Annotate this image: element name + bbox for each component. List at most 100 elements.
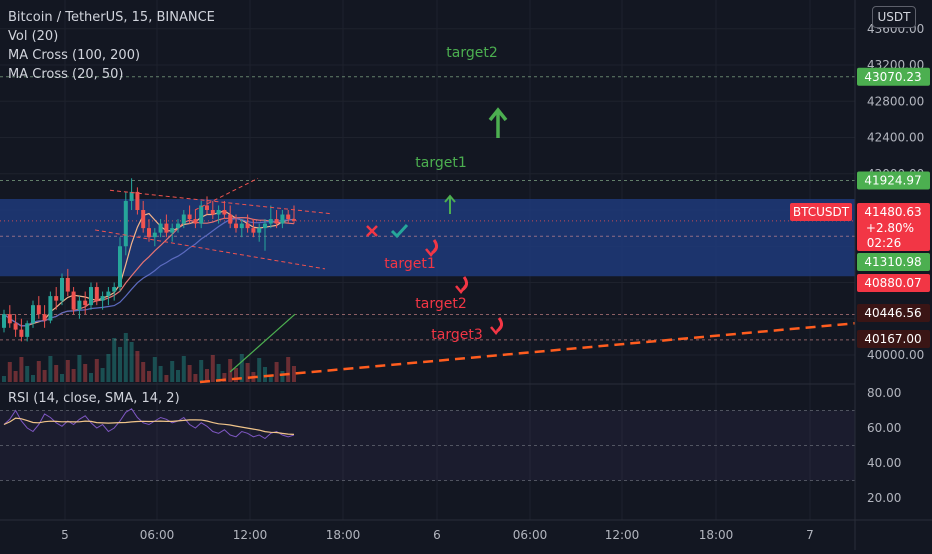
candle-body-36: [210, 210, 215, 215]
wedge-breakout-line: [194, 177, 259, 211]
candle-body-12: [71, 291, 76, 310]
red-target3-text: target3: [431, 327, 482, 343]
volume-bar-7: [42, 370, 47, 382]
volume-bar-10: [60, 374, 64, 382]
candle-body-21: [123, 200, 128, 247]
candle-body-43: [251, 228, 256, 233]
candle-body-18: [106, 291, 111, 297]
volume-bar-5: [31, 375, 35, 382]
volume-bar-3: [19, 357, 24, 382]
candle-body-26: [152, 232, 157, 238]
volume-bar-23: [135, 351, 140, 382]
volume-bar-45: [263, 367, 267, 382]
red-target1-text: target1: [384, 256, 435, 272]
indicator-legend: Bitcoin / TetherUS, 15, BINANCE Vol (20)…: [8, 8, 215, 84]
candle-body-47: [274, 219, 279, 224]
curved-down-arrow-icon-head-2: [490, 325, 503, 336]
time-tick-6: 12:00: [605, 528, 640, 542]
candle-body-11: [65, 277, 70, 292]
candle-body-49: [286, 214, 291, 220]
volume-bar-15: [89, 373, 93, 382]
candle-body-1: [7, 314, 12, 324]
candle-body-2: [13, 323, 18, 330]
candle-body-29: [170, 228, 175, 233]
candle-body-3: [19, 329, 24, 337]
indicator-ma-cross-100-200[interactable]: MA Cross (100, 200): [8, 48, 141, 63]
rsi-ma-line: [3, 417, 295, 435]
price-label-bg-3: [857, 274, 930, 292]
volume-bar-50: [292, 366, 296, 382]
volume-bar-28: [164, 375, 169, 382]
candle-body-28: [164, 223, 169, 233]
volume-bar-37: [216, 364, 221, 382]
candle-body-44: [257, 228, 262, 233]
price-labels: 43070.23 41924.97 41310.98 40880.07 40446.56…: [790, 67, 930, 348]
candle-body-20: [118, 246, 122, 288]
volume-bar-9: [54, 365, 59, 382]
symbol-line[interactable]: Bitcoin / TetherUS, 15, BINANCE: [8, 10, 215, 25]
curved-down-arrow-icon-head-1: [455, 284, 468, 295]
candle-body-24: [141, 210, 146, 229]
volume-bar-1: [7, 362, 12, 382]
time-tick-1: 06:00: [140, 528, 175, 542]
price-label-bg-2: [857, 253, 930, 271]
time-tick-8: 7: [806, 528, 814, 542]
large-up-arrow-icon-head: [488, 107, 508, 122]
volume-bar-14: [83, 364, 88, 382]
target-level-lines: [0, 76, 855, 341]
candle-body-14: [83, 300, 88, 306]
volume-bar-11: [65, 360, 70, 382]
lower-triangle-line: [94, 229, 326, 270]
time-tick-0: 5: [61, 528, 69, 542]
candle-body-10: [60, 277, 64, 301]
volume-bar-34: [199, 360, 204, 382]
volume-bar-27: [158, 366, 163, 382]
volume-bar-4: [25, 366, 30, 382]
indicator-vol[interactable]: Vol (20): [8, 29, 59, 44]
candle-body-40: [234, 223, 238, 229]
volume-bar-39: [228, 359, 233, 382]
price-label-bg-5: [857, 330, 930, 348]
volume-bar-29: [170, 361, 175, 382]
volume-bar-0: [2, 376, 6, 382]
candle-body-39: [228, 214, 233, 224]
candle-body-16: [94, 287, 99, 301]
rsi-legend[interactable]: RSI (14, close, SMA, 14, 2): [8, 391, 180, 406]
volume-bar-36: [210, 355, 215, 382]
check-icon: [390, 223, 409, 239]
volume-bar-30: [176, 370, 180, 382]
last-price-box: [857, 203, 930, 251]
candle-body-13: [77, 300, 82, 310]
volume-bar-12: [71, 369, 76, 382]
candle-body-19: [112, 287, 117, 292]
volume-bar-17: [100, 368, 105, 382]
volume-bar-2: [13, 371, 18, 382]
currency-unit-button[interactable]: USDT: [872, 6, 916, 28]
volume-bars: [2, 333, 296, 382]
volume-bar-8: [48, 356, 53, 382]
rsi-line: [3, 408, 295, 440]
candle-body-15: [89, 287, 93, 306]
symbol-tag: BTCUSDT: [793, 205, 850, 219]
volume-bar-46: [268, 376, 273, 382]
time-tick-4: 6: [433, 528, 441, 542]
price-tick-0: 42400.00: [867, 131, 924, 145]
price-label-1: 41924.97: [864, 174, 921, 188]
rsi-tick-3: 20.00: [867, 491, 901, 505]
candle-body-38: [222, 210, 227, 215]
time-tick-5: 06:00: [513, 528, 548, 542]
rsi-tick-1: 60.00: [867, 421, 901, 435]
volume-bar-31: [181, 356, 186, 382]
candle-body-31: [181, 214, 186, 224]
price-tick-5: 40000.00: [867, 348, 924, 362]
volume-bar-19: [112, 338, 117, 382]
candle-body-33: [193, 219, 198, 224]
candle-body-5: [31, 305, 35, 324]
candle-body-41: [239, 223, 244, 229]
volume-bar-20: [118, 347, 122, 382]
volume-bar-47: [274, 362, 279, 382]
candle-body-22: [129, 191, 134, 201]
indicator-ma-cross-20-50[interactable]: MA Cross (20, 50): [8, 67, 124, 82]
